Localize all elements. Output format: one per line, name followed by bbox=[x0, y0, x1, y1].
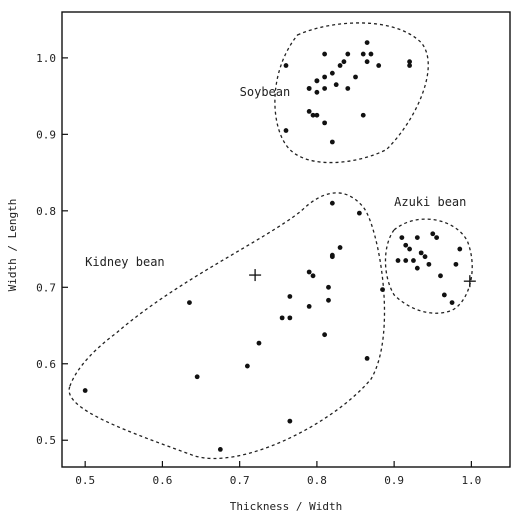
azuki-bean-point bbox=[411, 258, 416, 263]
kidney-bean-point bbox=[380, 287, 385, 292]
soybean-point bbox=[284, 63, 289, 68]
kidney-bean-point bbox=[338, 245, 343, 250]
soybean-cluster-outline bbox=[275, 23, 428, 163]
kidney-bean-mean-marker bbox=[249, 269, 261, 281]
azuki-bean-point bbox=[403, 258, 408, 263]
kidney-bean-point bbox=[280, 315, 285, 320]
axis-ticks: 0.5 0.6 0.7 0.8 0.9 1.0 0.5 0.6 0.7 0.8 0.9 1.0 bbox=[36, 52, 481, 487]
kidney-bean-cluster-outline bbox=[69, 193, 384, 459]
soybean-point bbox=[407, 63, 412, 68]
azuki-bean-mean-marker bbox=[464, 275, 476, 287]
azuki-bean-point bbox=[415, 235, 420, 240]
azuki-bean-point bbox=[415, 266, 420, 271]
soybean-point bbox=[330, 71, 335, 76]
x-tick-label: 0.7 bbox=[230, 474, 250, 487]
y-tick-label: 0.7 bbox=[36, 281, 56, 294]
kidney-bean-label: Kidney bean bbox=[85, 255, 164, 269]
y-tick-label: 0.5 bbox=[36, 434, 56, 447]
kidney-bean-point bbox=[245, 364, 250, 369]
kidney-bean-point bbox=[307, 270, 312, 275]
soybean-point bbox=[376, 63, 381, 68]
azuki-bean-point bbox=[423, 254, 428, 259]
soybean-point bbox=[361, 52, 366, 57]
kidney-bean-point bbox=[83, 388, 88, 393]
soybean-point bbox=[322, 86, 327, 91]
kidney-bean-point bbox=[187, 300, 192, 305]
x-tick-label: 1.0 bbox=[461, 474, 481, 487]
kidney-bean-point bbox=[287, 419, 292, 424]
soybean-point bbox=[322, 75, 327, 80]
y-axis-label: Width / Length bbox=[6, 199, 19, 292]
azuki-bean-point bbox=[454, 262, 459, 267]
soybean-point bbox=[345, 52, 350, 57]
azuki-bean-point bbox=[438, 273, 443, 278]
azuki-bean-point bbox=[399, 235, 404, 240]
soybean-point bbox=[314, 113, 319, 118]
azuki-bean-point bbox=[442, 293, 447, 298]
y-tick-label: 0.8 bbox=[36, 205, 56, 218]
kidney-bean-point bbox=[218, 447, 223, 452]
kidney-bean-point bbox=[322, 332, 327, 337]
azuki-bean-point bbox=[396, 258, 401, 263]
x-axis-label: Thickness / Width bbox=[230, 500, 343, 513]
kidney-bean-point bbox=[287, 315, 292, 320]
kidney-bean-point bbox=[357, 211, 362, 216]
soybean-point bbox=[284, 128, 289, 133]
kidney-bean-point bbox=[330, 253, 335, 258]
soybean-point bbox=[365, 59, 370, 64]
y-tick-label: 1.0 bbox=[36, 52, 56, 65]
x-tick-label: 0.9 bbox=[384, 474, 404, 487]
kidney-bean-point bbox=[326, 298, 331, 303]
azuki-bean-point bbox=[407, 247, 412, 252]
soybean-point bbox=[330, 140, 335, 145]
soybean-point bbox=[361, 113, 366, 118]
x-tick-label: 0.6 bbox=[152, 474, 172, 487]
soybean-point bbox=[365, 40, 370, 45]
kidney-bean-point bbox=[311, 273, 316, 278]
kidney-bean-point bbox=[365, 356, 370, 361]
soybean-point bbox=[342, 59, 347, 64]
soybean-point bbox=[314, 90, 319, 95]
y-tick-label: 0.9 bbox=[36, 128, 56, 141]
soybean-point bbox=[307, 109, 312, 114]
azuki-bean-point bbox=[419, 250, 424, 255]
soybean-label: Soybean bbox=[240, 85, 291, 99]
soybean-point bbox=[345, 86, 350, 91]
azuki-bean-point bbox=[426, 262, 431, 267]
kidney-bean-point bbox=[257, 341, 262, 346]
soybean-point bbox=[369, 52, 374, 57]
azuki-bean-point bbox=[430, 231, 435, 236]
kidney-bean-point bbox=[287, 294, 292, 299]
data-points bbox=[83, 40, 476, 452]
kidney-bean-point bbox=[326, 285, 331, 290]
x-tick-label: 0.8 bbox=[307, 474, 327, 487]
azuki-bean-point bbox=[450, 300, 455, 305]
soybean-point bbox=[322, 120, 327, 125]
plot-frame bbox=[62, 12, 510, 467]
soybean-point bbox=[338, 63, 343, 68]
soybean-point bbox=[307, 86, 312, 91]
kidney-bean-point bbox=[307, 304, 312, 309]
y-tick-label: 0.6 bbox=[36, 358, 56, 371]
soybean-point bbox=[314, 78, 319, 83]
azuki-bean-point bbox=[403, 243, 408, 248]
kidney-bean-point bbox=[195, 374, 200, 379]
azuki-bean-point bbox=[434, 235, 439, 240]
soybean-point bbox=[353, 75, 358, 80]
soybean-point bbox=[322, 52, 327, 57]
kidney-bean-point bbox=[330, 201, 335, 206]
x-tick-label: 0.5 bbox=[75, 474, 95, 487]
azuki-bean-point bbox=[457, 247, 462, 252]
soybean-point bbox=[334, 82, 339, 87]
azuki-bean-label: Azuki bean bbox=[394, 195, 466, 209]
